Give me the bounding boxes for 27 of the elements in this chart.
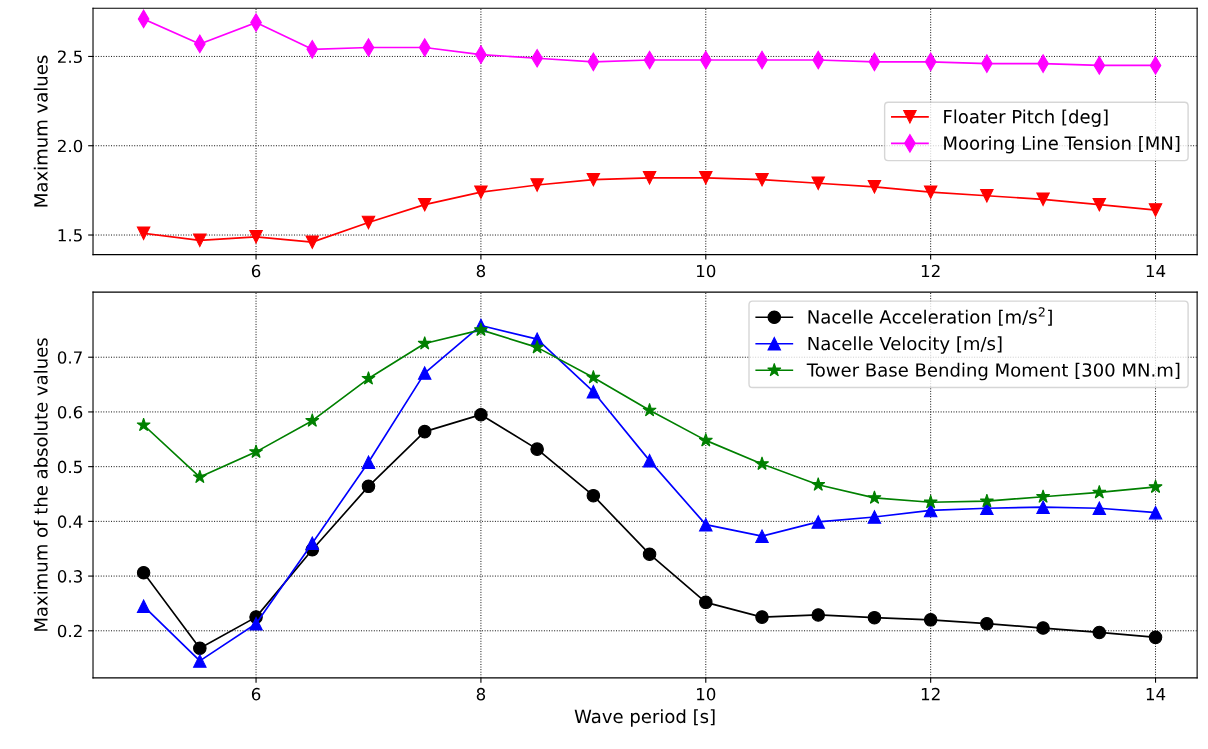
y-tick-label: 2.0 — [58, 139, 83, 153]
y-tick-label: 0.6 — [57, 405, 83, 419]
legend-label: Tower Base Bending Moment [300 MN.m] — [806, 362, 1180, 381]
y-tick-label: 1.5 — [58, 229, 82, 242]
legend-label: Nacelle Velocity [m/s] — [808, 336, 1002, 354]
x-axis-title: Wave period [s] — [574, 709, 715, 727]
x-tick-label: 14 — [1146, 264, 1166, 278]
x-tick-label: 14 — [1146, 688, 1166, 701]
y-tick-label: 2.5 — [58, 50, 82, 64]
x-tick-label: 8 — [476, 264, 486, 278]
y-axis-title: Maximum values — [33, 55, 48, 207]
x-tick-label: 6 — [251, 687, 261, 701]
legend-label: Mooring Line Tension [MN] — [944, 135, 1180, 154]
x-tick-label: 12 — [921, 264, 940, 278]
y-tick-label: 0.3 — [57, 570, 82, 583]
x-tick-label: 8 — [476, 687, 486, 701]
y-tick-label: 0.5 — [57, 460, 82, 474]
y-axis-title: Maximum of the absolute values — [33, 338, 48, 631]
y-tick-label: 0.4 — [57, 515, 83, 528]
x-tick-label: 12 — [921, 687, 940, 701]
y-tick-label: 0.2 — [57, 624, 82, 638]
x-tick-label: 10 — [697, 687, 716, 701]
y-tick-label: 0.7 — [57, 351, 82, 364]
legend-label: Floater Pitch [deg] — [944, 109, 1108, 127]
x-tick-label: 6 — [251, 264, 261, 278]
x-tick-label: 10 — [697, 264, 716, 278]
legend-label: Nacelle Acceleration [m/s$^{2}$] — [808, 307, 1052, 326]
